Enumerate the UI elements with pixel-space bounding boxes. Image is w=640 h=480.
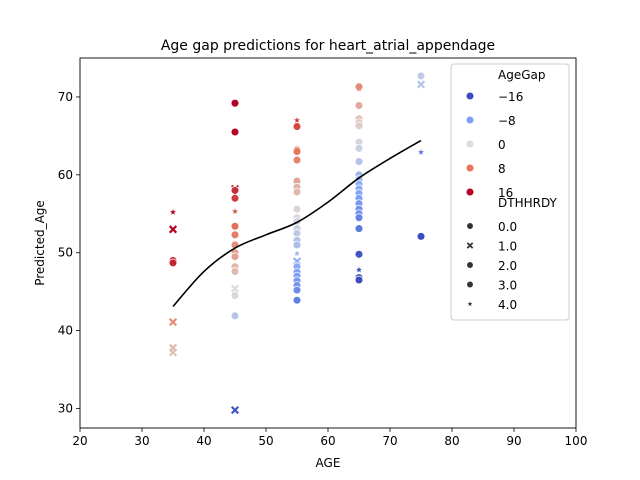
data-point <box>292 122 302 131</box>
chart-title: Age gap predictions for heart_atrial_app… <box>161 38 495 54</box>
data-point <box>293 250 301 257</box>
legend-hue-marker <box>465 187 475 197</box>
legend-title-agegap: AgeGap <box>498 68 545 82</box>
trend-line <box>172 139 422 308</box>
data-point <box>354 224 364 233</box>
data-point <box>168 317 178 327</box>
data-point <box>230 311 240 321</box>
data-point <box>292 187 302 197</box>
data-point <box>230 267 240 276</box>
x-tick-label: 100 <box>565 434 588 448</box>
data-point <box>292 296 302 305</box>
data-point <box>354 250 364 259</box>
legend-style-marker <box>466 222 474 230</box>
data-point <box>230 291 240 300</box>
points-layer <box>168 71 426 415</box>
data-point <box>354 101 364 110</box>
legend: AgeGap −16 −8 0 8 16 DTHHRDY 0.0 1.0 2.0 3.0 4.0 <box>450 63 570 321</box>
legend-style-label: 4.0 <box>498 298 517 312</box>
data-point <box>230 406 240 415</box>
x-tick-label: 60 <box>320 434 335 448</box>
data-point <box>230 230 240 240</box>
x-axis: 20 30 40 50 60 70 80 90 100 <box>72 428 587 448</box>
y-tick-label: 40 <box>58 324 73 338</box>
data-point <box>354 157 364 166</box>
data-point <box>354 275 364 285</box>
data-point <box>169 209 177 215</box>
data-point <box>168 225 178 234</box>
legend-hue-marker <box>465 91 475 101</box>
legend-hue-marker <box>465 163 475 173</box>
x-tick-label: 90 <box>506 434 521 448</box>
y-axis-label: Predicted_Age <box>33 200 47 286</box>
legend-style-label: 1.0 <box>498 240 517 254</box>
data-point <box>293 117 301 123</box>
y-tick-label: 30 <box>58 402 73 416</box>
y-axis: 30 40 50 60 70 <box>58 90 80 416</box>
data-point <box>168 258 178 268</box>
y-tick-label: 70 <box>58 90 73 104</box>
x-tick-label: 50 <box>258 434 273 448</box>
legend-hue-marker <box>465 115 475 125</box>
data-point <box>416 80 426 89</box>
legend-style-label: 3.0 <box>498 279 517 293</box>
legend-style-label: 2.0 <box>498 259 517 273</box>
data-point <box>292 155 302 165</box>
data-point <box>230 127 240 137</box>
data-point <box>292 229 302 238</box>
legend-hue-label: 0 <box>498 138 506 152</box>
x-tick-label: 80 <box>444 434 459 448</box>
legend-hue-label: −16 <box>498 90 523 104</box>
x-tick-label: 40 <box>196 434 211 448</box>
legend-hue-label: 16 <box>498 186 513 200</box>
legend-box <box>450 63 570 321</box>
data-point <box>230 98 240 108</box>
data-point <box>230 222 240 231</box>
data-point <box>355 266 363 273</box>
y-tick-label: 50 <box>58 246 73 260</box>
legend-style-marker <box>466 242 474 249</box>
legend-style-marker <box>467 301 473 307</box>
data-point <box>354 144 364 153</box>
data-point <box>354 213 364 222</box>
data-point <box>230 284 240 293</box>
data-point <box>230 252 240 261</box>
data-point <box>292 240 302 250</box>
data-point <box>230 186 240 195</box>
data-point <box>417 149 425 155</box>
data-point <box>292 204 302 214</box>
data-point <box>168 348 178 357</box>
legend-hue-marker <box>465 139 475 149</box>
legend-style-label: 0.0 <box>498 220 517 234</box>
legend-hue-label: −8 <box>498 114 516 128</box>
data-point <box>292 285 302 295</box>
data-point <box>230 193 240 203</box>
data-point <box>292 147 302 156</box>
x-tick-label: 70 <box>382 434 397 448</box>
legend-title-dthhrdy: DTHHRDY <box>498 196 558 210</box>
legend-hue-label: 8 <box>498 162 506 176</box>
x-tick-label: 30 <box>134 434 149 448</box>
legend-style-marker <box>466 261 474 269</box>
data-point <box>416 232 426 241</box>
data-point <box>355 85 363 92</box>
x-axis-label: AGE <box>316 456 341 470</box>
x-tick-label: 20 <box>72 434 87 448</box>
y-tick-label: 60 <box>58 168 73 182</box>
data-point <box>231 208 239 215</box>
data-point <box>354 121 364 131</box>
data-point <box>416 71 426 81</box>
legend-style-marker <box>466 280 474 289</box>
